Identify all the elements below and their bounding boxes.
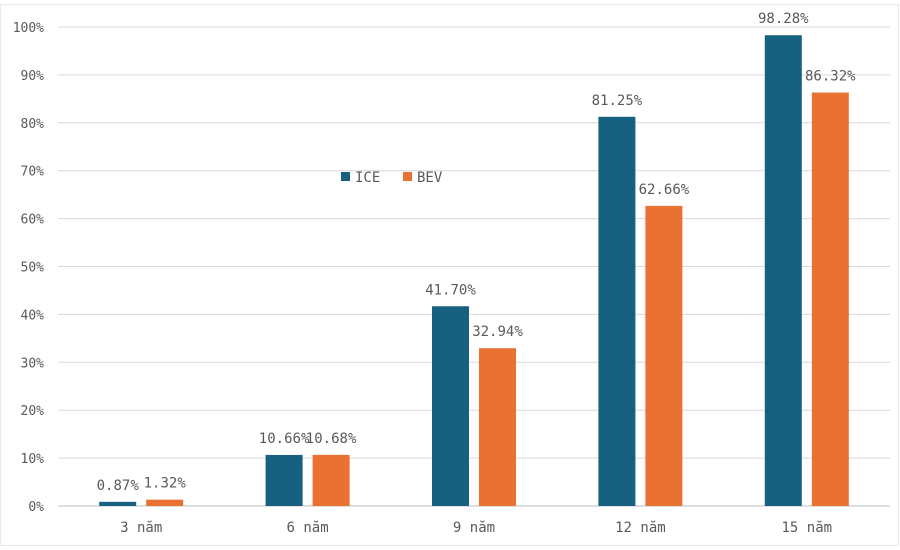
data-label-ice: 0.87%: [97, 478, 140, 494]
data-label-ice: 10.66%: [259, 431, 310, 447]
y-tick-label: 60%: [21, 213, 45, 228]
x-category-label: 9 năm: [453, 520, 495, 536]
data-label-ice: 98.28%: [758, 11, 809, 27]
data-label-bev: 1.32%: [144, 476, 187, 492]
legend-label-bev: BEV: [417, 170, 443, 186]
data-label-bev: 32.94%: [472, 324, 523, 340]
data-label-ice: 81.25%: [592, 93, 643, 109]
legend: ICE BEV: [341, 170, 443, 186]
x-category-label: 12 năm: [615, 520, 666, 536]
y-tick-label: 70%: [21, 165, 45, 180]
y-tick-label: 50%: [21, 261, 45, 276]
data-label-bev: 86.32%: [805, 69, 856, 85]
data-label-bev: 10.68%: [306, 431, 357, 447]
y-tick-label: 30%: [21, 356, 45, 371]
y-tick-label: 0%: [28, 500, 44, 515]
x-category-label: 3 năm: [120, 520, 162, 536]
bar-bev-3: [479, 348, 516, 506]
data-labels: 0.87% 1.32% 10.66%10.68% 41.70% 32.94% 81.25%…: [97, 11, 857, 494]
legend-swatch-ice: [341, 172, 350, 181]
bar-bev-5: [811, 92, 849, 507]
bar-ice-3: [432, 306, 469, 506]
bar-ice-5: [764, 35, 802, 506]
y-axis-ticks: 0% 10% 20% 30% 40% 50% 60% 70% 80% 90% 100%: [13, 21, 44, 515]
legend-swatch-bev: [403, 172, 412, 181]
x-category-label: 15 năm: [782, 520, 833, 536]
bar-bev-1: [146, 499, 184, 506]
bar-ice-4: [598, 116, 636, 506]
y-tick-label: 40%: [21, 308, 45, 323]
y-tick-label: 90%: [21, 69, 45, 84]
data-label-bev: 62.66%: [639, 182, 690, 198]
bar-ice-1: [99, 501, 137, 506]
y-tick-label: 80%: [21, 117, 45, 132]
bars: [99, 35, 849, 507]
legend-label-ice: ICE: [355, 170, 380, 186]
bar-bev-4: [645, 205, 683, 507]
gridlines: [58, 26, 890, 507]
y-tick-label: 100%: [13, 21, 44, 36]
data-label-ice: 41.70%: [425, 282, 476, 298]
x-axis-categories: 3 năm 6 năm 9 năm 12 năm 15 năm: [120, 520, 832, 536]
y-tick-label: 10%: [21, 452, 45, 467]
x-category-label: 6 năm: [287, 520, 329, 536]
y-tick-label: 20%: [21, 404, 45, 419]
bar-ice-2: [265, 454, 303, 506]
bar-bev-2: [312, 454, 350, 506]
